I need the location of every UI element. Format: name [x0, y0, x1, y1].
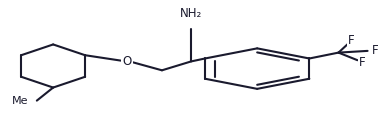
- Text: F: F: [372, 44, 379, 57]
- Text: O: O: [122, 55, 131, 68]
- Text: F: F: [348, 34, 355, 47]
- Text: F: F: [359, 56, 366, 69]
- Text: NH₂: NH₂: [180, 7, 202, 20]
- Text: Me: Me: [11, 96, 28, 106]
